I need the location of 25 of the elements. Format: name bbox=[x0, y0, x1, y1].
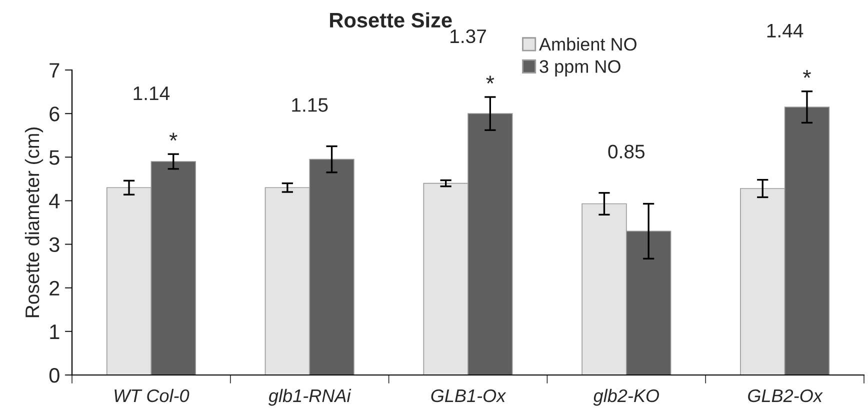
data-label: * bbox=[169, 132, 178, 141]
x-tick-label: WT Col-0 bbox=[114, 388, 190, 402]
y-tick-label: 6 bbox=[50, 106, 60, 122]
annotation: 1.14 bbox=[134, 86, 170, 100]
x-tick-label: GLB1-Ox bbox=[431, 389, 506, 402]
y-tick-label: 1 bbox=[50, 324, 60, 339]
x-tick-label: glb2-KO bbox=[593, 388, 660, 406]
legend-label: Ambient NO bbox=[539, 37, 636, 51]
y-tick-label: 3 bbox=[49, 237, 60, 252]
y-tick-label: 0 bbox=[49, 368, 60, 383]
text: 1.44 bbox=[767, 24, 804, 38]
y-tick-label: 2 bbox=[50, 280, 60, 296]
text: 1.37 bbox=[450, 29, 486, 44]
data-label: * bbox=[486, 76, 494, 84]
y-tick-label: 4 bbox=[49, 194, 60, 208]
legend-label: 3 ppm NO bbox=[540, 60, 620, 77]
x-tick-label: glb1-RNAi bbox=[268, 388, 352, 406]
x-tick-label: GLB2-Ox bbox=[748, 389, 823, 402]
annotation: 0.85 bbox=[608, 144, 645, 158]
annotation: 1.15 bbox=[292, 98, 328, 112]
chart-title: Rosette Size bbox=[330, 12, 452, 28]
y-tick-label: 7 bbox=[50, 63, 60, 78]
y-axis-title: Rosette diameter (cm) bbox=[24, 128, 44, 318]
data-label: * bbox=[803, 70, 811, 78]
y-tick-label: 5 bbox=[49, 150, 60, 165]
